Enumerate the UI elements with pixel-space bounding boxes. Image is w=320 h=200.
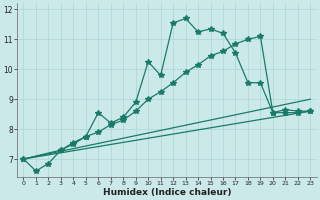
- X-axis label: Humidex (Indice chaleur): Humidex (Indice chaleur): [103, 188, 231, 197]
